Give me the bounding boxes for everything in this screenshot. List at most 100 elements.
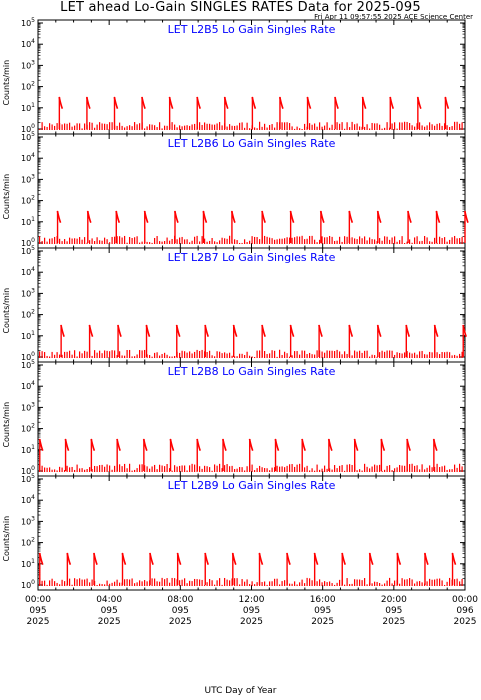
- noise-bar: [379, 352, 381, 358]
- data-point: [261, 210, 264, 213]
- noise-bar: [89, 122, 91, 130]
- noise-bar: [409, 578, 411, 586]
- peak-tail: [56, 211, 62, 223]
- noise-bar: [456, 578, 458, 586]
- peak: [90, 438, 96, 471]
- noise-bar: [431, 352, 433, 358]
- peak: [361, 96, 367, 129]
- noise-bar: [266, 236, 268, 244]
- noise-bar: [91, 122, 93, 130]
- noise-bar: [384, 351, 386, 358]
- noise-bar: [51, 238, 53, 244]
- noise-bar: [164, 240, 166, 244]
- noise-bar: [324, 237, 326, 244]
- peak-tail: [380, 439, 386, 451]
- noise-bar: [211, 470, 213, 472]
- noise-bar: [346, 353, 348, 358]
- noise-bar: [279, 238, 281, 244]
- noise-bar: [221, 237, 223, 244]
- data-point: [196, 96, 199, 99]
- noise-bar: [81, 468, 83, 472]
- noise-bar: [386, 580, 388, 586]
- noise-bar: [81, 579, 83, 586]
- noise-bar: [179, 237, 181, 244]
- noise-bar: [206, 351, 208, 358]
- noise-bar: [399, 122, 401, 130]
- noise-bar: [459, 353, 461, 358]
- noise-bar: [331, 469, 333, 472]
- noise-bar: [104, 237, 106, 244]
- noise-bar: [171, 238, 173, 244]
- noise-bar: [139, 464, 141, 472]
- y-tick-label: 102: [21, 537, 35, 548]
- x-tick-label: 2025: [98, 617, 121, 627]
- noise-bar: [104, 584, 106, 586]
- noise-bar: [244, 470, 246, 472]
- noise-bar: [224, 352, 226, 358]
- y-tick-label: 103: [21, 287, 35, 298]
- noise-bar: [364, 236, 366, 244]
- x-tick-labels: 00:00095202504:00095202508:00095202512:0…: [25, 595, 478, 627]
- y-tick-label: 104: [21, 38, 35, 49]
- noise-bar: [101, 353, 103, 358]
- noise-bar: [391, 123, 393, 130]
- noise-bar: [91, 238, 93, 244]
- noise-bar: [86, 242, 88, 244]
- y-axis-label: Counts/min: [2, 288, 11, 334]
- noise-bar: [201, 236, 203, 244]
- noise-bar: [286, 122, 288, 130]
- noise-bar: [134, 237, 136, 244]
- peak-tail: [143, 211, 149, 223]
- noise-bar: [89, 582, 91, 586]
- noise-bar: [431, 124, 433, 130]
- data-point: [141, 96, 143, 99]
- noise-bar: [371, 122, 373, 130]
- noise-bar: [194, 351, 196, 358]
- noise-bar: [174, 124, 176, 130]
- noise-bar: [431, 579, 433, 586]
- noise-bar: [144, 349, 146, 358]
- y-tick-label: 103: [21, 515, 35, 526]
- peak: [327, 438, 333, 471]
- noise-bar: [306, 238, 308, 244]
- peak-tail: [417, 97, 422, 109]
- noise-bar: [391, 237, 393, 244]
- noise-bar: [374, 355, 376, 358]
- peak: [289, 210, 295, 243]
- noise-bar: [356, 123, 358, 130]
- noise-bar: [141, 464, 143, 472]
- noise-bar: [74, 125, 76, 130]
- noise-bar: [304, 467, 306, 472]
- noise-bar: [116, 355, 118, 358]
- noise-bar: [461, 351, 463, 358]
- noise-bar: [424, 126, 426, 130]
- noise-bar: [396, 352, 398, 358]
- noise-bar: [64, 239, 66, 244]
- noise-bar: [429, 241, 431, 244]
- noise-bar: [311, 124, 313, 130]
- noise-bar: [86, 351, 88, 358]
- peak-tail: [202, 211, 208, 223]
- noise-bar: [309, 123, 311, 130]
- noise-bar: [76, 579, 78, 586]
- noise-bar: [204, 584, 206, 586]
- noise-bar: [209, 579, 211, 586]
- x-tick-label: 2025: [311, 617, 334, 627]
- noise-bar: [351, 464, 353, 472]
- noise-bar: [241, 353, 243, 358]
- data-point: [258, 552, 261, 555]
- peak: [232, 324, 238, 357]
- peak-tail: [286, 553, 291, 565]
- noise-bar: [374, 581, 376, 586]
- data-point: [462, 324, 465, 327]
- noise-bar: [219, 463, 221, 472]
- noise-bar: [454, 464, 456, 472]
- peak: [341, 552, 346, 585]
- noise-bar: [421, 240, 423, 244]
- noise-bar: [316, 242, 318, 244]
- noise-bar: [176, 466, 178, 472]
- noise-bar: [106, 464, 108, 472]
- noise-bar: [161, 465, 163, 472]
- noise-bar: [174, 465, 176, 472]
- peak: [435, 210, 441, 243]
